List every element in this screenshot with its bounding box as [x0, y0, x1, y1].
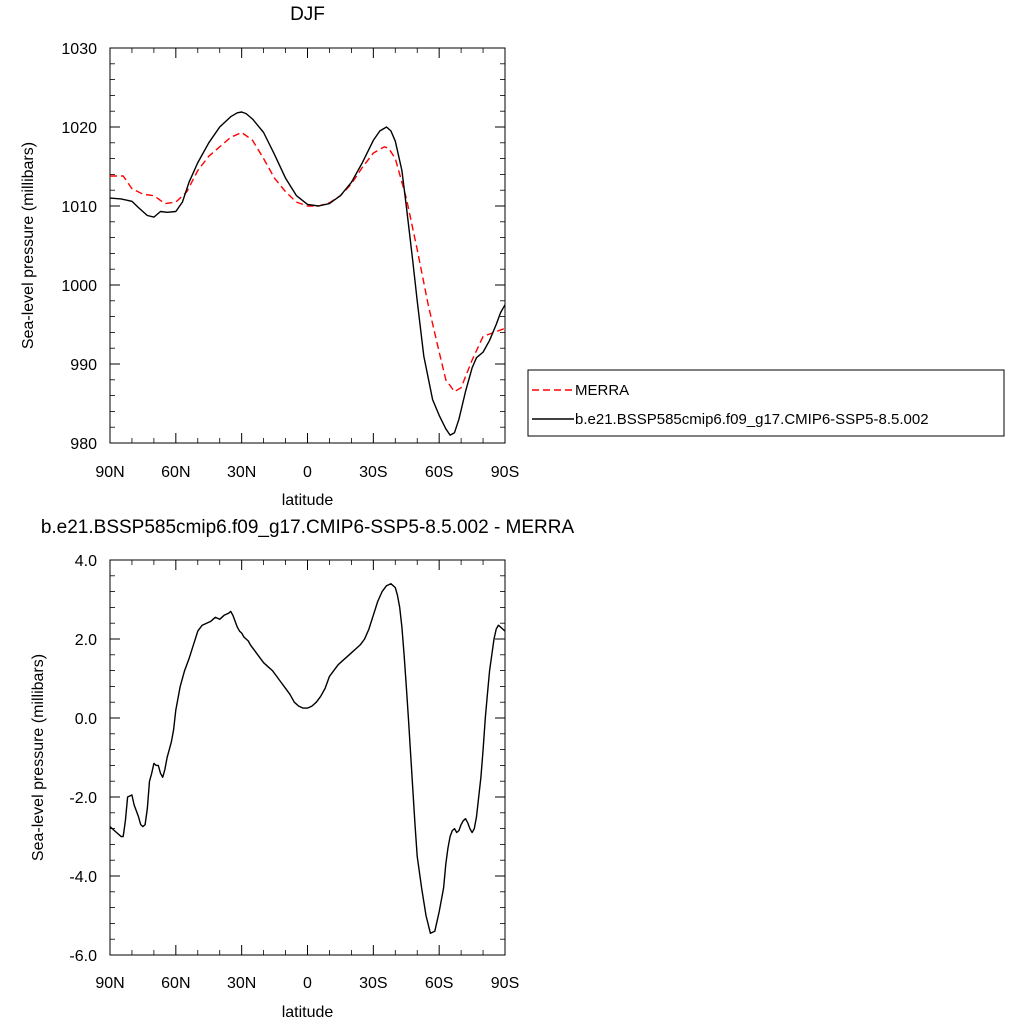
- y-tick-label: 0.0: [75, 711, 97, 728]
- y-tick-label: -4.0: [69, 869, 97, 886]
- y-axis-label: Sea-level pressure (millibars): [30, 654, 47, 861]
- legend-box: [527, 369, 1005, 437]
- x-axis-label: latitude: [282, 1004, 334, 1021]
- y-tick-label: 1000: [61, 278, 97, 295]
- y-tick-label: -2.0: [69, 790, 97, 807]
- y-tick-label: 990: [70, 357, 97, 374]
- x-tick-label: 30S: [359, 975, 387, 992]
- y-axis-label: Sea-level pressure (millibars): [20, 142, 37, 349]
- y-tick-label: 2.0: [75, 632, 97, 649]
- y-tick-label: 4.0: [75, 553, 97, 570]
- series-line-model: [109, 111, 506, 436]
- y-tick-label: 1020: [61, 120, 97, 137]
- x-tick-label: 30N: [227, 464, 256, 481]
- x-axis-label: latitude: [282, 492, 334, 509]
- plot-frame: [109, 47, 506, 444]
- y-tick-label: 980: [70, 436, 97, 453]
- plot-frame: [109, 559, 506, 956]
- chart-bottom-difference: b.e21.BSSP585cmip6.f09_g17.CMIP6-SSP5-8.…: [30, 517, 574, 1021]
- chart-top-djf: DJF 90N 60N 30N 0 30S 60S 90S 980 990 1000 1010 1020…: [20, 4, 519, 509]
- x-tick-label: 0: [303, 975, 312, 992]
- series-line-merra: [110, 131, 506, 393]
- x-tick-label: 90N: [95, 975, 124, 992]
- x-tick-label: 60N: [161, 975, 190, 992]
- legend-label: b.e21.BSSP585cmip6.f09_g17.CMIP6-SSP5-8.…: [575, 411, 929, 428]
- x-tick-label: 0: [303, 464, 312, 481]
- x-tick-label: 30N: [227, 975, 256, 992]
- chart-title: DJF: [290, 4, 325, 25]
- legend-label: MERRA: [575, 382, 629, 399]
- x-tick-label: 60N: [161, 464, 190, 481]
- x-tick-label: 90S: [491, 975, 519, 992]
- x-tick-label: 90N: [95, 464, 124, 481]
- x-tick-label: 60S: [425, 464, 453, 481]
- legend: MERRA b.e21.BSSP585cmip6.f09_g17.CMIP6-SS…: [527, 369, 1005, 437]
- series-line-model: [109, 583, 506, 934]
- y-tick-label: -6.0: [69, 948, 97, 965]
- chart-title: b.e21.BSSP585cmip6.f09_g17.CMIP6-SSP5-8.…: [41, 517, 575, 538]
- x-tick-label: 90S: [491, 464, 519, 481]
- y-tick-label: 1030: [61, 41, 97, 58]
- x-tick-label: 60S: [425, 975, 453, 992]
- x-tick-label: 30S: [359, 464, 387, 481]
- y-tick-label: 1010: [61, 199, 97, 216]
